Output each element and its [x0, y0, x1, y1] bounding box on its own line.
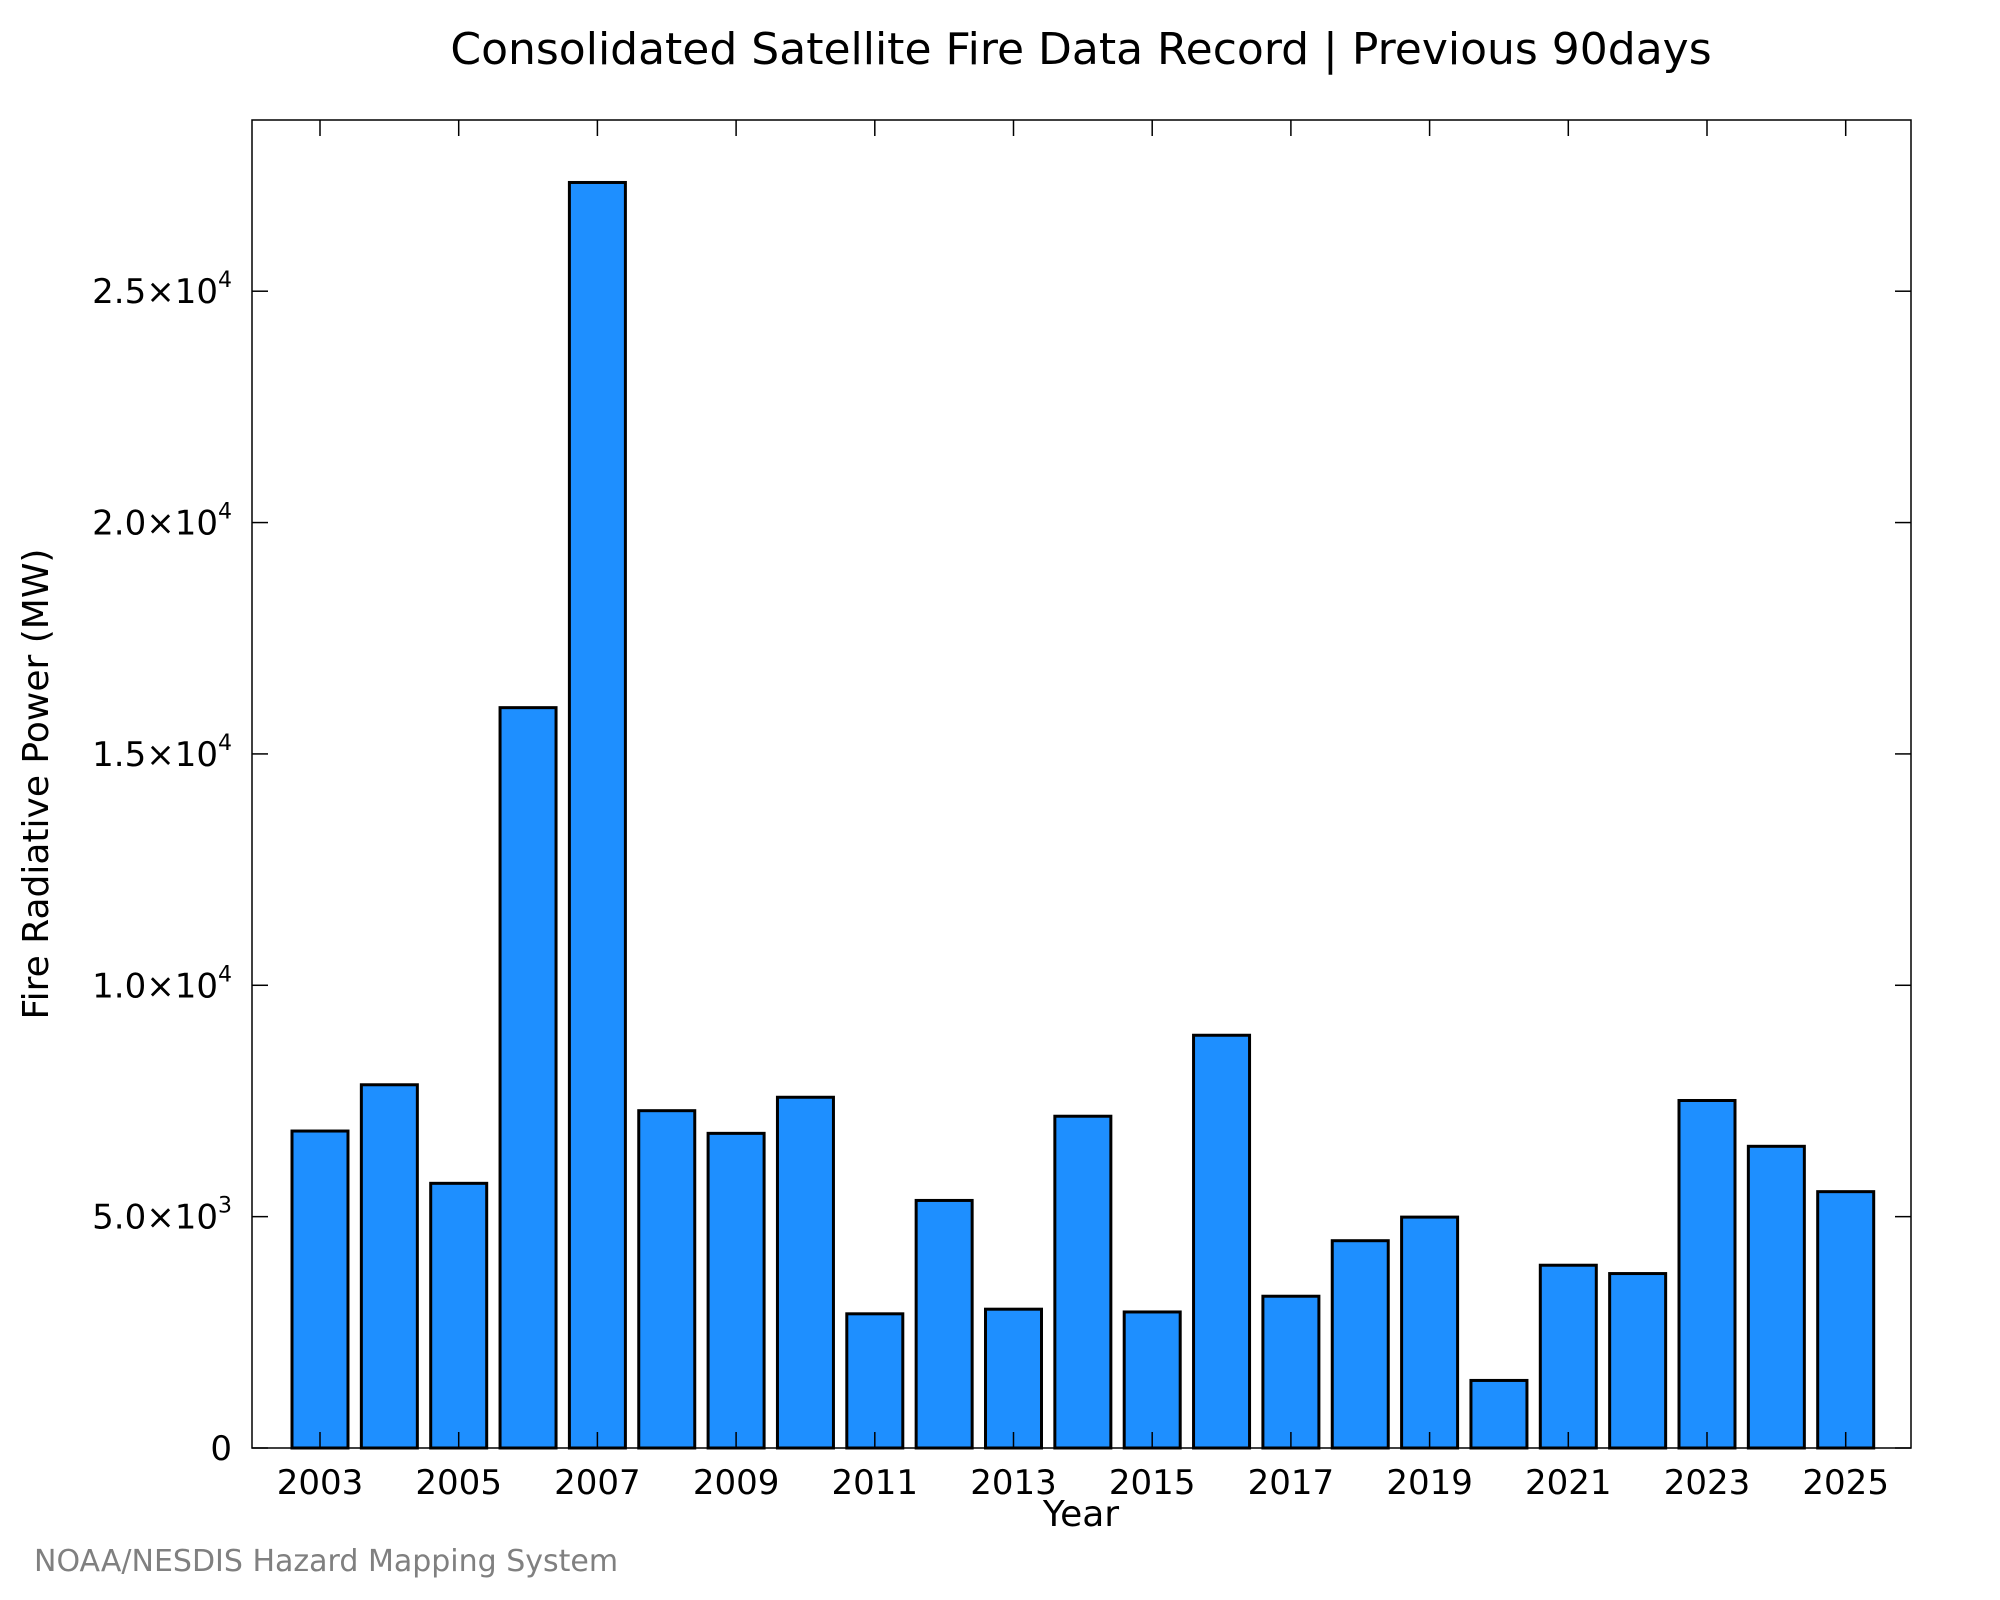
bar-2012 — [914, 1198, 974, 1450]
bar-2003 — [290, 1129, 350, 1450]
y-tick-label-5000: 5.0×103 — [92, 1194, 232, 1238]
bar-2015 — [1122, 1310, 1182, 1450]
chart-title: Consolidated Satellite Fire Data Record … — [450, 24, 1711, 75]
y-tick-label-15000: 1.5×104 — [92, 731, 232, 775]
source-footer: NOAA/NESDIS Hazard Mapping System — [34, 1544, 618, 1579]
x-tick-label-2003: 2003 — [277, 1463, 364, 1503]
bar-2024 — [1746, 1144, 1806, 1450]
x-tick-label-2025: 2025 — [1802, 1463, 1889, 1503]
bar-2010 — [775, 1095, 835, 1450]
x-tick-label-2021: 2021 — [1525, 1463, 1612, 1503]
ticks-group: 2003 2005 2007 2009 2011 2013 2015 2017 2019 2021… — [92, 120, 1911, 1503]
bar-2022 — [1608, 1272, 1668, 1450]
bar-2021 — [1538, 1263, 1598, 1450]
y-tick-label-20000: 2.0×104 — [92, 500, 232, 544]
x-tick-label-2009: 2009 — [693, 1463, 780, 1503]
bar-2023 — [1677, 1098, 1737, 1450]
x-tick-label-2005: 2005 — [415, 1463, 502, 1503]
x-tick-label-2023: 2023 — [1664, 1463, 1751, 1503]
x-axis-label: Year — [1042, 1494, 1119, 1535]
x-tick-label-2015: 2015 — [1109, 1463, 1196, 1503]
bar-2009 — [706, 1131, 766, 1450]
x-tick-label-2011: 2011 — [832, 1463, 919, 1503]
x-tick-label-2013: 2013 — [970, 1463, 1057, 1503]
x-tick-label-2017: 2017 — [1248, 1463, 1335, 1503]
y-tick-label-10000: 1.0×104 — [92, 962, 232, 1006]
bar-2017 — [1261, 1294, 1321, 1450]
bar-2006 — [498, 706, 558, 1450]
bar-2018 — [1330, 1239, 1390, 1450]
bar-2007 — [567, 180, 627, 1450]
y-tick-label-0: 0 — [210, 1429, 232, 1469]
x-tick-label-2007: 2007 — [554, 1463, 641, 1503]
bar-2016 — [1192, 1033, 1252, 1450]
bar-2008 — [637, 1109, 697, 1450]
x-tick-label-2019: 2019 — [1386, 1463, 1473, 1503]
bar-2025 — [1816, 1190, 1876, 1450]
bars-group — [290, 180, 1876, 1450]
bar-2014 — [1053, 1114, 1113, 1450]
bar-2004 — [359, 1083, 419, 1450]
bar-2020 — [1469, 1378, 1529, 1450]
bar-2013 — [984, 1307, 1043, 1450]
bar-2011 — [845, 1312, 905, 1450]
bar-2019 — [1400, 1215, 1460, 1450]
y-tick-label-25000: 2.5×104 — [92, 268, 232, 312]
y-axis-label: Fire Radiative Power (MW) — [16, 549, 57, 1020]
plot-frame — [251, 119, 1912, 1449]
bar-2005 — [429, 1181, 489, 1450]
